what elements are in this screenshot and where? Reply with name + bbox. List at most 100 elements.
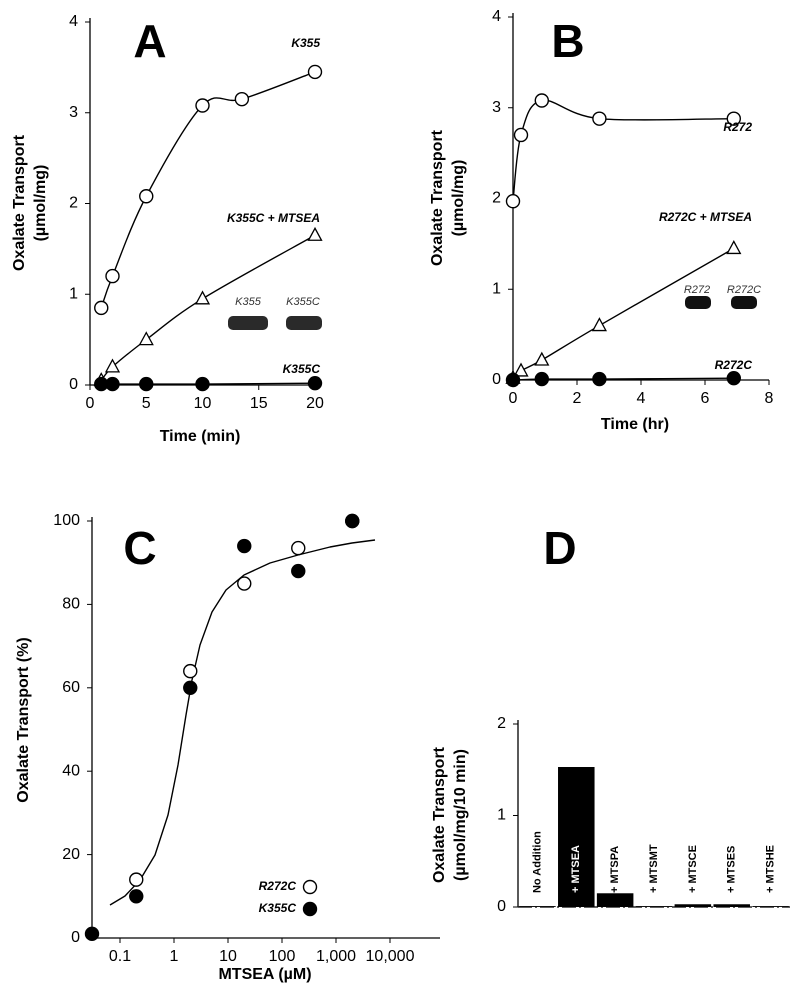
y-tick-label: 1: [497, 807, 506, 824]
series-line: [512, 247, 735, 379]
blot-band: [286, 316, 322, 330]
marker: [534, 371, 549, 387]
category-label: No Addition: [531, 831, 543, 893]
marker: [129, 889, 144, 904]
bar: [558, 767, 595, 907]
marker: [195, 376, 210, 392]
marker: [237, 576, 252, 591]
marker: [592, 371, 607, 387]
inset-label: K355: [235, 296, 262, 308]
series-line: [100, 234, 316, 381]
y-axis-title: Oxalate Transport: [11, 134, 28, 271]
y-tick-label: 20: [62, 846, 80, 863]
category-label: + MTSHE: [764, 845, 776, 893]
marker: [534, 351, 550, 366]
fit-curve: [109, 539, 376, 906]
category-label: + MTSCE: [687, 845, 699, 893]
x-tick-label: 100: [269, 948, 296, 965]
marker: [104, 358, 121, 373]
blot-band: [731, 296, 757, 309]
marker: [505, 194, 521, 209]
bar: [752, 906, 789, 907]
marker: [194, 290, 211, 305]
x-axis-title: MTSEA (µM): [218, 966, 311, 983]
x-tick-label: 1: [170, 948, 179, 965]
y-tick-label: 1: [69, 285, 78, 302]
y-tick-label: 80: [62, 596, 80, 613]
x-tick-label: 10: [219, 948, 237, 965]
series-label: R272: [723, 120, 752, 134]
series-label: R272C + MTSEA: [659, 210, 752, 224]
x-tick-label: 10: [194, 395, 212, 412]
legend-marker: [302, 879, 318, 895]
y-tick-label: 3: [69, 104, 78, 121]
marker: [513, 362, 529, 377]
y-tick-label: 4: [69, 13, 78, 30]
marker: [183, 663, 198, 679]
panel-label: A: [133, 15, 166, 67]
marker: [105, 268, 120, 284]
category-label: + MTSPA: [609, 846, 621, 893]
y-tick-label: 2: [497, 715, 506, 732]
marker: [129, 872, 144, 887]
y-tick-label: 4: [492, 8, 501, 25]
x-tick-label: 0: [509, 390, 518, 407]
y-tick-label: 40: [62, 762, 80, 779]
legend-label: R272C: [259, 879, 297, 893]
y-tick-label: 2: [492, 190, 501, 207]
y-axis-title: (µmol/mg/10 min): [452, 749, 469, 881]
marker: [345, 513, 360, 529]
bar: [596, 893, 634, 907]
marker: [94, 300, 109, 316]
marker: [513, 127, 529, 143]
x-tick-label: 1,000: [316, 948, 356, 965]
marker: [726, 240, 742, 255]
x-tick-label: 0.1: [109, 948, 131, 965]
y-axis-title: (µmol/mg): [450, 160, 467, 237]
x-tick-label: 20: [306, 395, 324, 412]
y-tick-label: 0: [497, 898, 506, 915]
marker: [139, 376, 154, 392]
marker: [195, 98, 210, 113]
y-axis-title: (µmol/mg): [32, 165, 49, 242]
marker: [84, 926, 100, 942]
series-line: [512, 99, 734, 202]
marker: [505, 372, 521, 388]
x-axis-title: Time (min): [160, 428, 241, 445]
x-tick-label: 15: [250, 395, 268, 412]
x-tick-label: 4: [637, 390, 646, 407]
series-label: R272C: [715, 358, 753, 372]
y-tick-label: 0: [492, 371, 501, 388]
inset-label: K355C: [286, 296, 320, 308]
marker: [726, 111, 741, 126]
y-tick-label: 1: [492, 280, 501, 297]
bar: [519, 906, 556, 907]
marker: [591, 317, 607, 332]
series-label: K355C + MTSEA: [227, 211, 320, 225]
marker: [139, 189, 154, 204]
marker: [291, 540, 306, 556]
marker: [307, 375, 323, 391]
marker: [183, 680, 198, 695]
marker: [237, 538, 252, 554]
marker: [592, 111, 607, 126]
blot-band: [685, 296, 711, 309]
x-tick-label: 2: [573, 390, 582, 407]
y-axis-title: Oxalate Transport: [429, 129, 446, 266]
y-axis-title: Oxalate Transport: [431, 746, 448, 883]
legend-label: K355C: [259, 901, 297, 915]
category-label: + MTSES: [726, 846, 738, 893]
x-tick-label: 10,000: [366, 948, 415, 965]
marker: [291, 563, 306, 579]
marker: [234, 91, 250, 107]
y-axis-title: Oxalate Transport (%): [15, 637, 32, 802]
bar: [713, 904, 750, 907]
y-tick-label: 60: [62, 679, 80, 696]
x-tick-label: 8: [765, 390, 774, 407]
bar: [674, 904, 712, 907]
x-tick-label: 0: [86, 395, 95, 412]
marker: [105, 376, 120, 392]
panel-label: D: [543, 522, 576, 574]
inset-label: R272C: [727, 284, 761, 296]
